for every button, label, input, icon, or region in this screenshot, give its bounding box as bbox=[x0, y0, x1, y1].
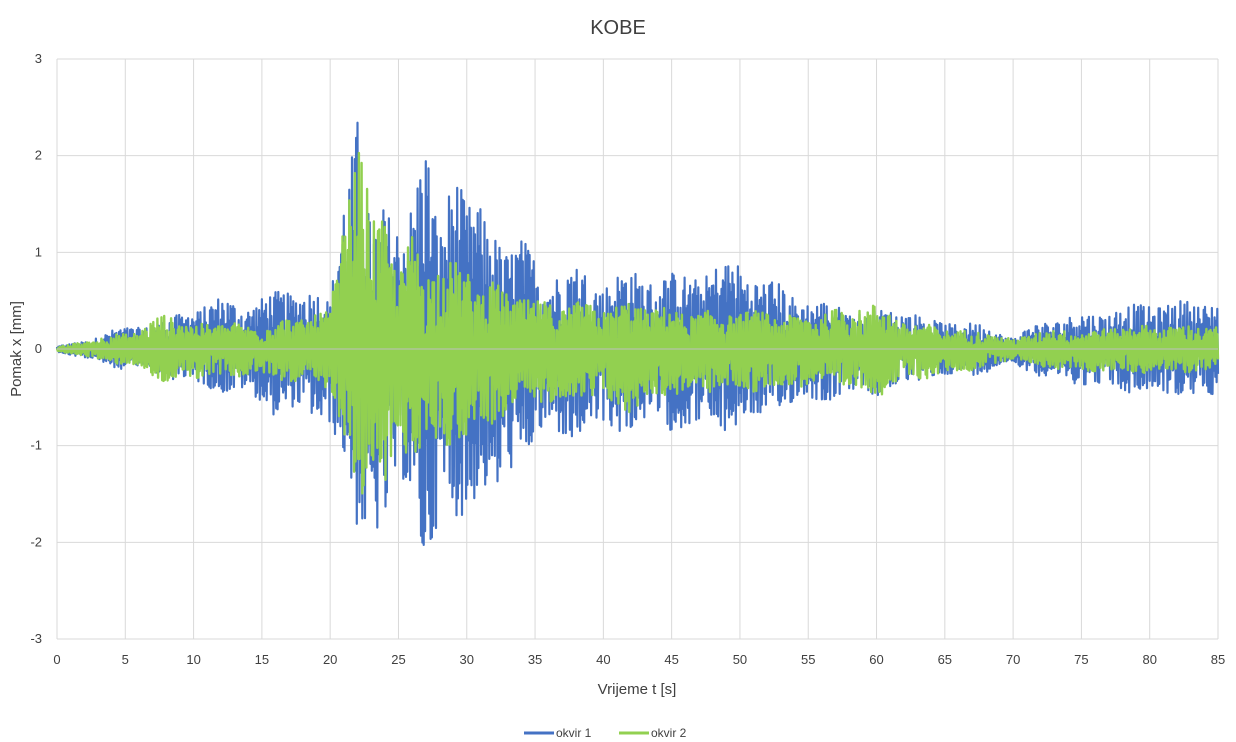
x-tick-label: 5 bbox=[122, 652, 129, 667]
x-tick-label: 60 bbox=[869, 652, 883, 667]
y-tick-label: -2 bbox=[30, 534, 42, 549]
legend-label: okvir 2 bbox=[651, 726, 687, 740]
legend-label: okvir 1 bbox=[556, 726, 592, 740]
y-axis-label: Pomak x [mm] bbox=[8, 301, 25, 397]
x-tick-label: 20 bbox=[323, 652, 337, 667]
y-tick-label: -3 bbox=[30, 631, 42, 646]
x-tick-label: 70 bbox=[1006, 652, 1020, 667]
x-tick-label: 35 bbox=[528, 652, 542, 667]
x-tick-label: 15 bbox=[255, 652, 269, 667]
x-tick-label: 50 bbox=[733, 652, 747, 667]
x-tick-label: 85 bbox=[1211, 652, 1225, 667]
x-tick-label: 25 bbox=[391, 652, 405, 667]
series-line-okvir-2 bbox=[55, 151, 1220, 495]
x-tick-label: 10 bbox=[186, 652, 200, 667]
chart-title: KOBE bbox=[590, 17, 646, 39]
y-tick-label: -1 bbox=[30, 438, 42, 453]
x-tick-label: 75 bbox=[1074, 652, 1088, 667]
x-tick-label: 30 bbox=[460, 652, 474, 667]
series-layer bbox=[55, 121, 1220, 547]
y-tick-labels: -3 -2 -1 0 1 2 3 bbox=[30, 51, 42, 646]
x-tick-label: 65 bbox=[938, 652, 952, 667]
x-tick-label: 80 bbox=[1142, 652, 1156, 667]
legend: okvir 1 okvir 2 bbox=[524, 726, 687, 740]
y-tick-label: 0 bbox=[35, 341, 42, 356]
x-tick-label: 55 bbox=[801, 652, 815, 667]
x-tick-labels: 0 5 10 15 20 25 30 35 40 45 50 55 60 65 70 75 80 85 bbox=[53, 652, 1225, 667]
y-tick-label: 3 bbox=[35, 51, 42, 66]
x-tick-label: 40 bbox=[596, 652, 610, 667]
y-tick-label: 2 bbox=[35, 148, 42, 163]
x-axis-label: Vrijeme t [s] bbox=[598, 681, 677, 698]
x-tick-label: 0 bbox=[53, 652, 60, 667]
x-tick-label: 45 bbox=[664, 652, 678, 667]
y-tick-label: 1 bbox=[35, 244, 42, 259]
